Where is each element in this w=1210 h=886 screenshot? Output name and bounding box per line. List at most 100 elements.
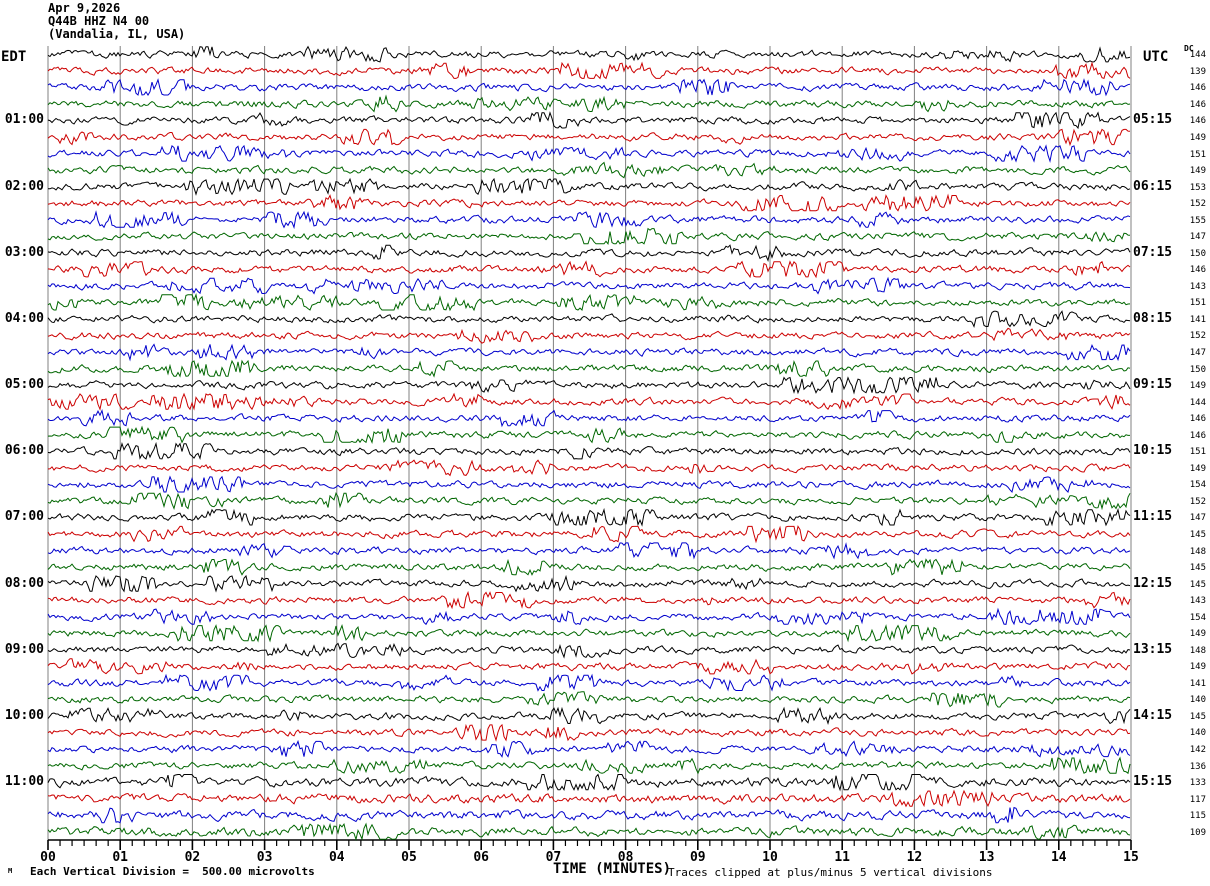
- dc-value: 145: [1189, 529, 1206, 540]
- seismogram-trace-row: [47, 244, 1131, 263]
- seismogram-trace-row: [47, 276, 1131, 295]
- dc-value: 147: [1189, 513, 1206, 524]
- x-axis-tick-label: 09: [689, 850, 706, 865]
- seismogram-trace-row: [47, 739, 1131, 758]
- x-axis-tick-label: 13: [978, 850, 995, 865]
- seismogram-trace-row: [47, 773, 1131, 792]
- seismogram-trace-row: [47, 459, 1131, 477]
- edt-hour-label: 09:00: [4, 641, 44, 657]
- dc-value: 149: [1189, 132, 1206, 143]
- dc-value: 155: [1189, 215, 1206, 226]
- waveform-traces: [47, 45, 1131, 842]
- dc-value: 140: [1189, 695, 1206, 706]
- seismogram-trace-row: [47, 590, 1131, 610]
- edt-hour-label: 11:00: [4, 774, 44, 790]
- dc-value: 149: [1189, 166, 1206, 177]
- x-axis-tick-label: 10: [762, 850, 778, 865]
- utc-hour-label: 08:15: [1133, 310, 1173, 326]
- x-axis-tick-label: 11: [834, 850, 851, 865]
- vertical-division-note: Each Vertical Division = 500.00 microvol…: [30, 865, 315, 878]
- edt-hour-label: 10:00: [4, 707, 44, 723]
- seismogram-trace-row: [47, 94, 1131, 113]
- dc-value: 146: [1189, 265, 1206, 276]
- utc-hour-label: 06:15: [1133, 178, 1173, 194]
- edt-hour-label: 01:00: [4, 112, 44, 128]
- dc-value: 148: [1189, 546, 1206, 557]
- edt-hour-label: 02:00: [4, 178, 44, 194]
- dc-value: 148: [1189, 645, 1206, 656]
- dc-value: 145: [1189, 563, 1206, 574]
- edt-hour-label: 04:00: [4, 310, 44, 326]
- x-axis-tick-label: 04: [328, 850, 345, 865]
- seismogram-trace-row: [47, 492, 1131, 511]
- x-axis-title: TIME (MINUTES): [553, 861, 672, 877]
- dc-value: 142: [1189, 745, 1206, 756]
- dc-value: 149: [1189, 629, 1206, 640]
- x-axis: [47, 839, 1132, 850]
- utc-hour-label: 05:15: [1133, 112, 1173, 128]
- seismogram-trace-row: [47, 607, 1131, 626]
- x-axis-tick-label: 06: [473, 850, 490, 865]
- dc-value: 133: [1189, 778, 1206, 789]
- utc-hour-label: 14:15: [1133, 707, 1173, 723]
- edt-hour-label: 05:00: [4, 377, 44, 393]
- x-axis-tick-label: 14: [1050, 850, 1067, 865]
- dc-value: 146: [1189, 99, 1206, 110]
- utc-hour-label: 09:15: [1133, 377, 1173, 393]
- seismogram-trace-row: [47, 45, 1131, 63]
- x-axis-tick-label: 00: [40, 850, 56, 865]
- dc-value: 141: [1189, 314, 1206, 325]
- x-axis-tick-label: 08: [617, 850, 634, 865]
- dc-value: 144: [1189, 50, 1206, 61]
- dc-value: 147: [1189, 232, 1206, 243]
- seismogram-trace-row: [47, 260, 1131, 279]
- utc-hour-label: 11:15: [1133, 509, 1173, 525]
- seismogram-trace-row: [47, 327, 1131, 344]
- seismogram-trace-row: [47, 343, 1131, 362]
- x-axis-tick-label: 03: [256, 850, 273, 865]
- header-station: Q44B HHZ N4 00: [48, 14, 150, 28]
- dc-value: 150: [1189, 364, 1206, 375]
- edt-hour-label: 03:00: [4, 244, 44, 260]
- dc-value: 149: [1189, 381, 1206, 392]
- seismogram-trace-row: [47, 227, 1131, 245]
- dc-value: 115: [1189, 811, 1206, 822]
- edt-hour-label: 06:00: [4, 443, 44, 459]
- dc-value: 151: [1189, 298, 1206, 309]
- seismogram-trace-row: [47, 310, 1131, 329]
- seismogram-trace-row: [47, 425, 1130, 444]
- dc-value: 146: [1189, 430, 1206, 441]
- utc-hour-label: 12:15: [1133, 575, 1173, 591]
- seismogram-trace-row: [47, 78, 1131, 97]
- dc-value: 151: [1189, 149, 1206, 160]
- seismogram-trace-row: [47, 293, 1131, 312]
- seismogram-trace-row: [47, 756, 1131, 775]
- seismogram-trace-row: [47, 359, 1131, 378]
- dc-value: 140: [1189, 728, 1206, 739]
- edt-hour-label: 07:00: [4, 509, 44, 525]
- edt-timezone-label: EDT: [1, 49, 27, 65]
- clip-note: Traces clipped at plus/minus 5 vertical …: [668, 866, 993, 879]
- logo-mark: M: [8, 867, 13, 875]
- seismogram-trace-row: [47, 691, 1131, 708]
- x-axis-tick-label: 07: [545, 850, 562, 865]
- seismogram-trace-row: [47, 558, 1131, 576]
- seismogram-trace-row: [47, 111, 1131, 130]
- seismogram-trace-row: [47, 789, 1131, 808]
- header-location: (Vandalia, IL, USA): [48, 27, 186, 41]
- seismogram-trace-row: [47, 525, 1131, 544]
- dc-value: 143: [1189, 596, 1206, 607]
- dc-value: 154: [1189, 480, 1206, 491]
- seismogram-trace-row: [47, 61, 1131, 80]
- seismogram-trace-row: [47, 806, 1131, 824]
- seismogram-trace-row: [47, 441, 1131, 461]
- edt-hour-label: 08:00: [4, 575, 44, 591]
- seismogram-trace-row: [47, 822, 1131, 842]
- dc-value: 145: [1189, 579, 1206, 590]
- dc-value: 146: [1189, 414, 1206, 425]
- x-axis-tick-label: 02: [184, 850, 201, 865]
- seismogram-trace-row: [47, 193, 1131, 212]
- seismogram-trace-row: [47, 128, 1131, 147]
- dc-value: 147: [1189, 348, 1206, 359]
- utc-hour-label: 10:15: [1133, 443, 1173, 459]
